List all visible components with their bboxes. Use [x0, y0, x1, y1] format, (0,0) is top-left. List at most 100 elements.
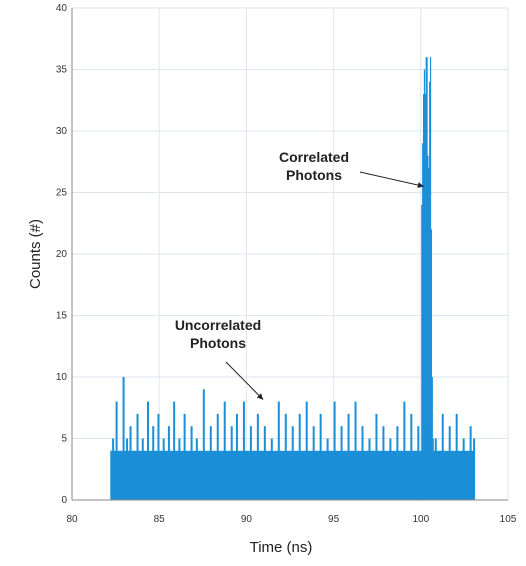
histogram-bar [157, 413, 160, 500]
histogram-bar [312, 426, 315, 500]
histogram-bar [361, 426, 364, 500]
histogram-bar [375, 413, 378, 500]
histogram-bar [354, 401, 357, 500]
y-tick-label: 20 [56, 249, 68, 260]
histogram-bar [434, 438, 437, 500]
histogram-bar [223, 401, 226, 500]
histogram-bar [173, 401, 176, 500]
y-tick-label: 25 [56, 188, 68, 199]
histogram-bar [403, 401, 406, 500]
histogram-bar [291, 426, 294, 500]
x-tick-label: 80 [66, 514, 78, 525]
histogram-bar [167, 426, 170, 500]
histogram-bar [256, 413, 259, 500]
histogram-bar [298, 413, 301, 500]
y-tick-label: 10 [56, 372, 68, 383]
histogram-bar [263, 426, 266, 500]
histogram-bar [146, 401, 149, 500]
peak-bar [429, 57, 432, 500]
peak-bar [427, 155, 429, 500]
histogram-bar [122, 377, 125, 500]
histogram-bar [126, 438, 129, 500]
peak-bar [423, 69, 426, 500]
y-tick-label: 35 [56, 65, 68, 76]
histogram-bar [333, 401, 336, 500]
x-tick-label: 85 [154, 514, 166, 525]
histogram-bar [441, 413, 444, 500]
annotation-line: Photons [286, 167, 342, 183]
x-tick-label: 105 [500, 514, 517, 525]
histogram-bar [448, 426, 451, 500]
ticks-layer: 0 5 10 15 20 25 30 35 40 80 85 90 95 100 105 [56, 3, 517, 525]
y-tick-label: 40 [56, 3, 68, 14]
histogram-bar [284, 413, 287, 500]
x-tick-label: 95 [328, 514, 340, 525]
histogram-bar [389, 438, 392, 500]
x-tick-label: 90 [241, 514, 253, 525]
peak-bar [432, 438, 434, 500]
histogram-bar [305, 401, 308, 500]
histogram-bar [347, 413, 350, 500]
histogram-bar [410, 413, 413, 500]
peak-bar [430, 229, 433, 500]
annotations-layer: Correlated Photons Uncorrelated Photons [175, 149, 424, 400]
histogram-bar [319, 413, 322, 500]
histogram-bar [277, 401, 280, 500]
histogram-bar [202, 389, 205, 500]
x-axis-label: Time (ns) [250, 539, 313, 556]
peak-bar [428, 167, 430, 500]
histogram-bar [270, 438, 273, 500]
histogram-bar [209, 426, 212, 500]
peak-bar [421, 204, 423, 501]
y-tick-label: 15 [56, 311, 68, 322]
histogram-bar [178, 438, 181, 500]
histogram-bar [152, 426, 155, 500]
histogram-bar [340, 426, 343, 500]
peak-bar [422, 94, 425, 500]
peak-bar [426, 57, 428, 500]
y-tick-label: 30 [56, 126, 68, 137]
histogram-bar [133, 450, 136, 500]
histogram-bar [216, 413, 219, 500]
histogram-bar [110, 450, 113, 500]
x-tick-label: 100 [412, 514, 429, 525]
annotation-correlated: Correlated Photons [279, 149, 349, 183]
histogram-bar [396, 426, 399, 500]
peak-bar [424, 94, 426, 500]
peak-bar [429, 81, 431, 501]
histogram-bar [119, 450, 122, 500]
annotation-arrow [225, 361, 264, 400]
histogram-bar [195, 438, 198, 500]
histogram-bar [473, 438, 476, 500]
histogram-bar [417, 426, 420, 500]
bars-layer [110, 57, 476, 501]
histogram-bar [469, 426, 472, 500]
peak-bar [422, 143, 424, 501]
histogram-bar [235, 413, 238, 500]
annotation-line: Correlated [279, 149, 349, 165]
annotation-arrow [359, 171, 424, 188]
histogram-bar [183, 413, 186, 500]
histogram-bar [141, 438, 144, 500]
peak-bar [425, 57, 427, 500]
peak-bar [431, 377, 433, 500]
annotation-line: Photons [190, 335, 246, 351]
histogram-bar [136, 413, 139, 500]
histogram-bar [249, 426, 252, 500]
histogram-bar [368, 438, 371, 500]
histogram-bar [455, 413, 458, 500]
histogram-bar [112, 438, 115, 500]
histogram-bar [326, 438, 329, 500]
histogram-bar [115, 401, 118, 500]
y-axis-label: Counts (#) [27, 219, 44, 289]
histogram-bar [230, 426, 233, 500]
histogram-bar [162, 438, 165, 500]
histogram-bar [129, 426, 132, 500]
histogram-bar [190, 426, 193, 500]
histogram-bar [242, 401, 245, 500]
y-tick-label: 0 [61, 495, 67, 506]
annotation-uncorrelated: Uncorrelated Photons [175, 317, 261, 351]
histogram-bar [382, 426, 385, 500]
